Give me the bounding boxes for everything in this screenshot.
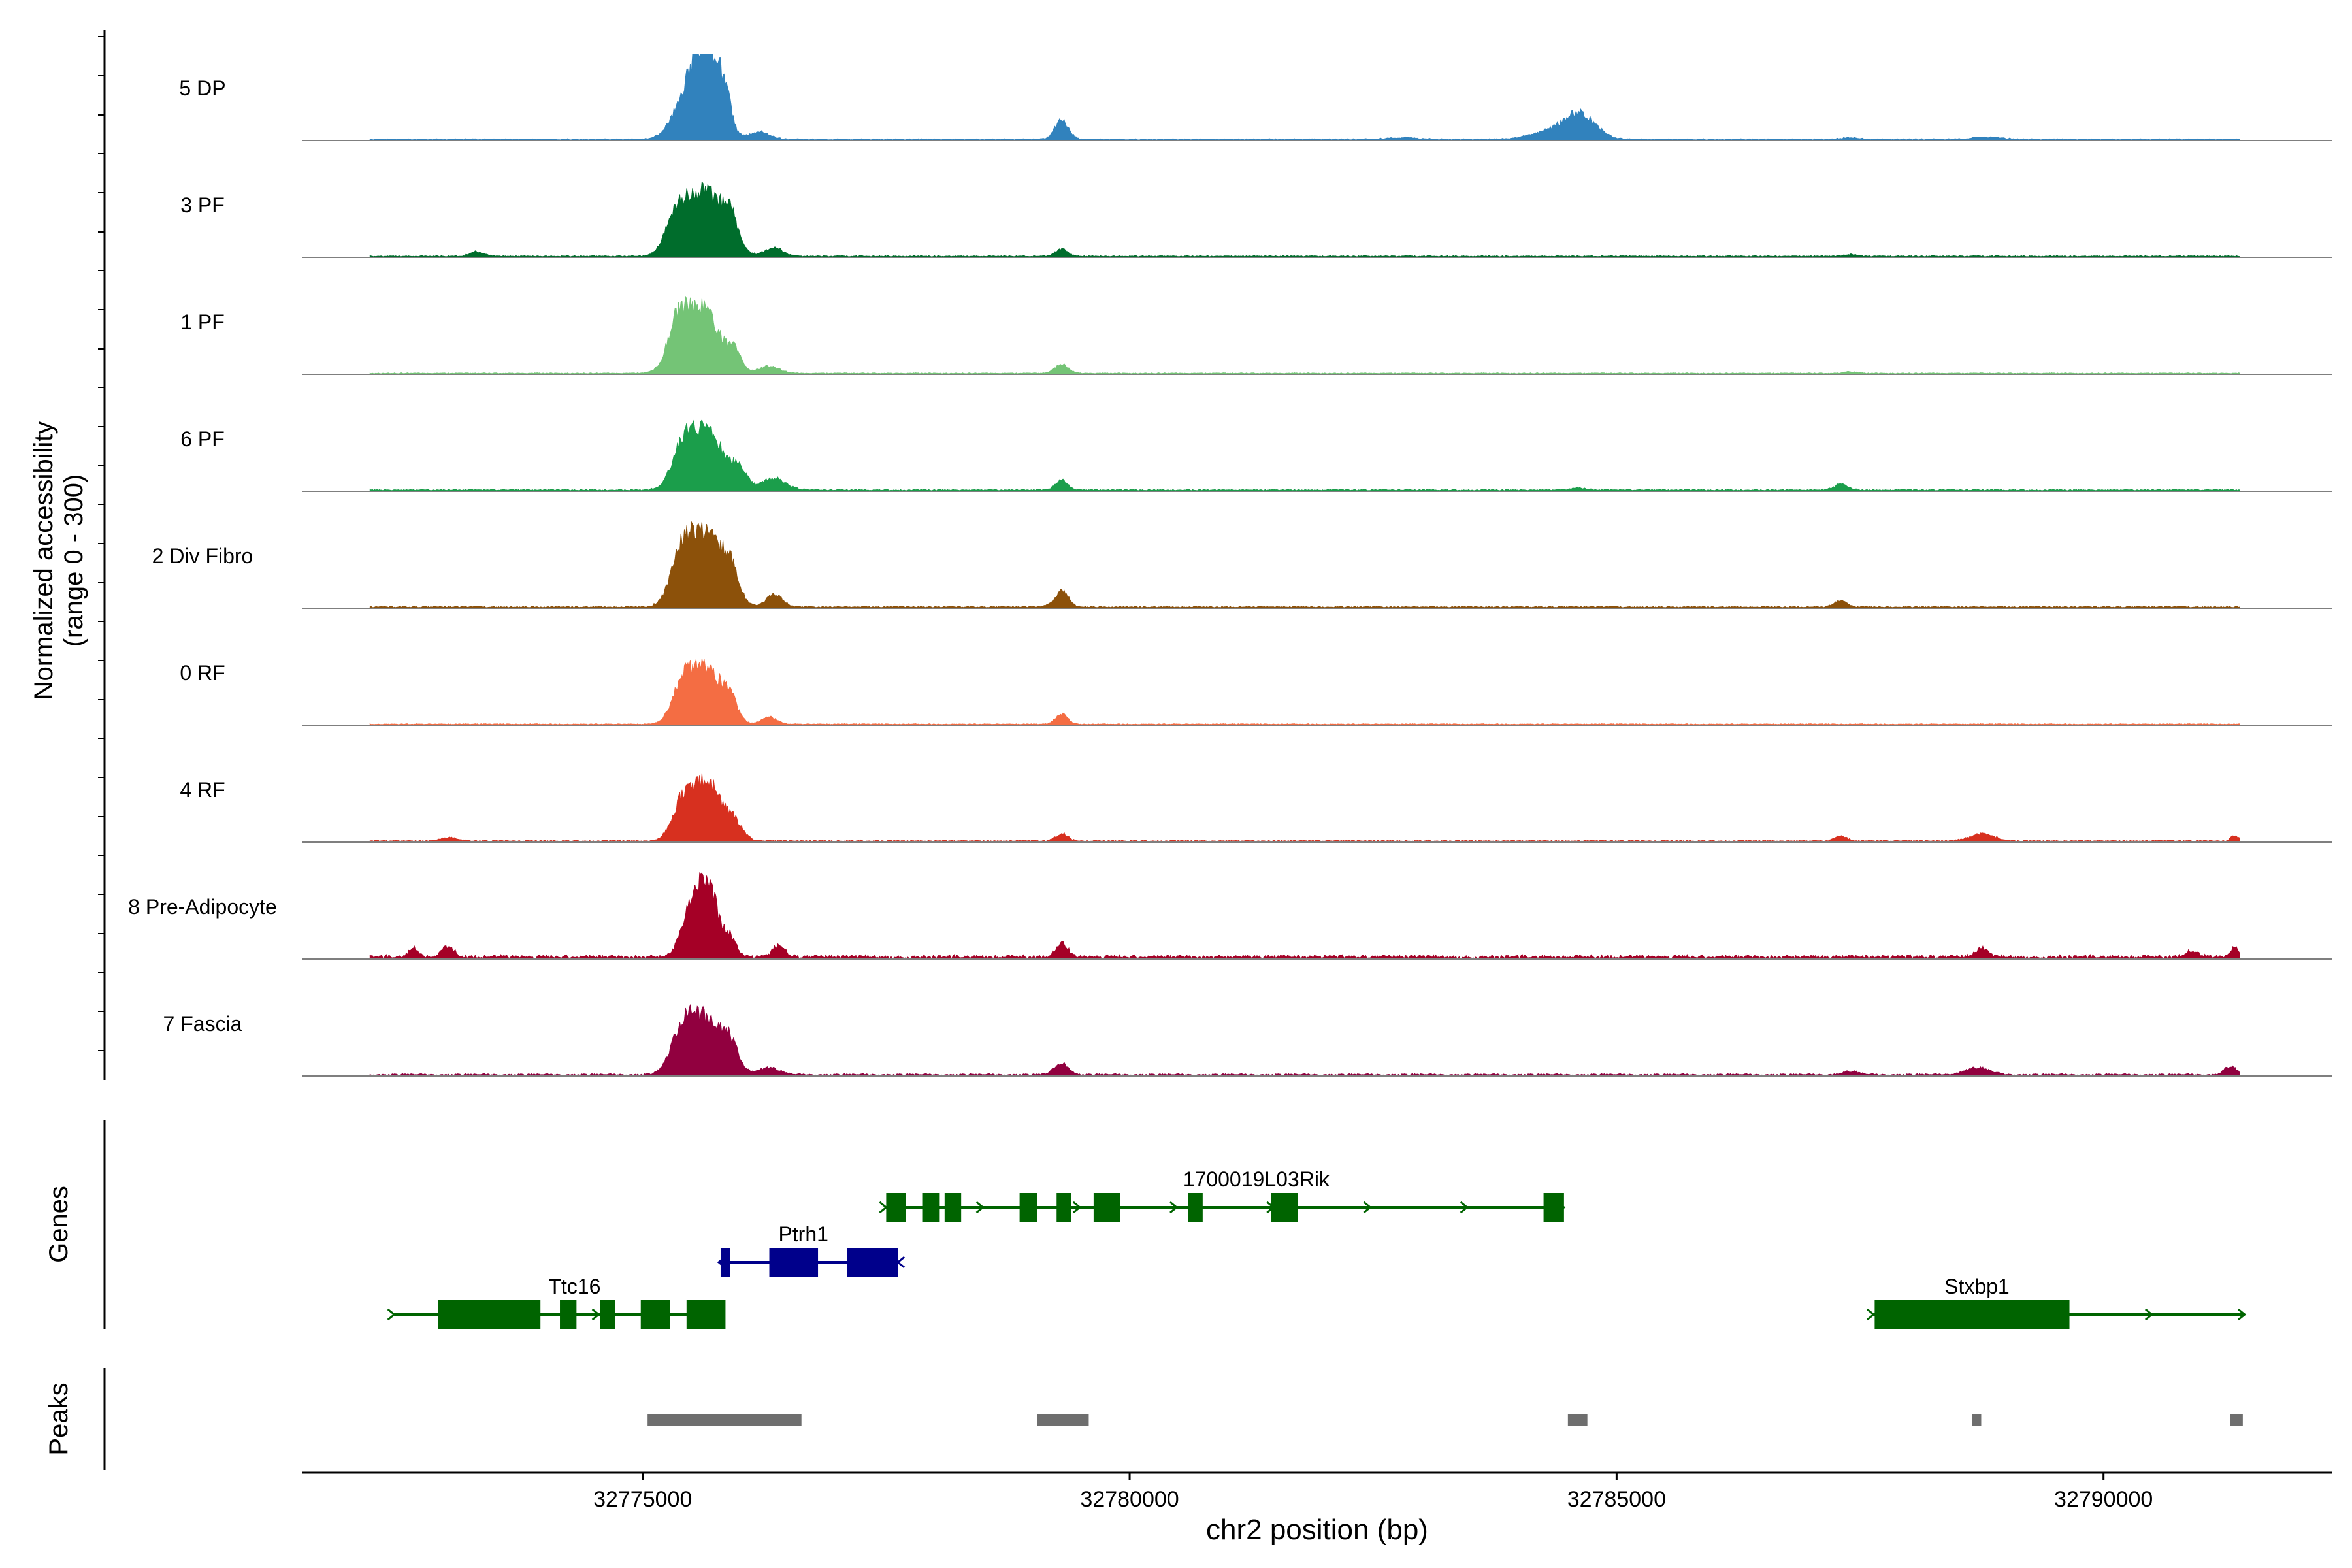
y-axis-title-line2: (range 0 - 300) [59, 474, 88, 647]
track-label-5: 0 RF [180, 661, 225, 685]
track-area-6 [369, 773, 2240, 842]
gene-exon-0-1 [922, 1193, 940, 1222]
gene-exon-0-5 [1093, 1193, 1120, 1222]
gene-exon-2-2 [600, 1300, 615, 1329]
gene-exon-0-2 [944, 1193, 962, 1222]
gene-arrow [2237, 1308, 2247, 1321]
x-tick-label-2: 32785000 [1567, 1487, 1666, 1512]
gene-arrow [591, 1308, 601, 1321]
gene-exon-1-1 [769, 1248, 819, 1277]
gene-arrow [1866, 1308, 1876, 1321]
gene-exon-0-6 [1188, 1193, 1203, 1222]
gene-0: 1700019L03Rik [879, 1168, 1566, 1222]
gene-exon-2-4 [686, 1300, 726, 1329]
tracks-y-ticks [98, 36, 105, 1051]
track-area-5 [369, 659, 2240, 725]
gene-1: Ptrh1 [717, 1222, 906, 1277]
track-label-3: 6 PF [180, 427, 225, 451]
genes-panel-label: Genes [44, 1186, 73, 1263]
track-label-2: 1 PF [180, 310, 225, 334]
track-area-1 [369, 181, 2240, 257]
gene-exon-2-3 [640, 1300, 670, 1329]
peak-region-2 [1567, 1414, 1588, 1426]
peak-region-1 [1037, 1414, 1089, 1426]
gene-label-2: Ttc16 [548, 1275, 600, 1298]
gene-exon-0-4 [1056, 1193, 1071, 1222]
track-label-7: 8 Pre-Adipocyte [128, 895, 277, 919]
gene-exon-3-0 [1874, 1300, 2070, 1329]
gene-exon-1-0 [720, 1248, 730, 1277]
track-3: 6 PF [180, 419, 2332, 492]
peaks-layer [647, 1414, 2243, 1426]
track-area-8 [369, 1004, 2240, 1076]
track-label-6: 4 RF [180, 778, 225, 802]
track-6: 4 RF [180, 773, 2332, 843]
track-label-0: 5 DP [179, 76, 225, 100]
gene-2: Ttc16 [387, 1275, 726, 1329]
gene-exon-0-8 [1543, 1193, 1564, 1222]
y-axis-title-line1: Normalized accessibility [29, 421, 58, 700]
gene-arrow [1169, 1201, 1179, 1214]
gene-label-1: Ptrh1 [778, 1222, 828, 1246]
peak-region-0 [647, 1414, 802, 1426]
track-5: 0 RF [180, 659, 2332, 726]
tracks-layer: 5 DP 3 PF 1 PF 6 PF 2 Div Fibro 0 RF 4 RF 8 Pre… [128, 54, 2332, 1077]
gene-exon-0-7 [1271, 1193, 1298, 1222]
track-label-1: 3 PF [180, 193, 225, 217]
track-area-2 [369, 296, 2240, 374]
track-7: 8 Pre-Adipocyte [128, 872, 2332, 960]
gene-exon-1-2 [847, 1248, 898, 1277]
gene-exon-2-0 [438, 1300, 541, 1329]
gene-arrow [975, 1201, 985, 1214]
track-area-4 [369, 521, 2240, 608]
x-axis-title: chr2 position (bp) [1206, 1514, 1428, 1546]
track-area-0 [369, 54, 2240, 140]
gene-exon-2-1 [560, 1300, 577, 1329]
peak-region-3 [1972, 1414, 1982, 1426]
gene-arrow [387, 1308, 397, 1321]
track-area-7 [369, 872, 2240, 960]
peaks-panel-label: Peaks [44, 1382, 73, 1455]
x-tick-label-0: 32775000 [593, 1487, 692, 1512]
x-tick-label-3: 32790000 [2054, 1487, 2153, 1512]
gene-3: Stxbp1 [1866, 1275, 2247, 1329]
y-axis-title: Normalized accessibility (range 0 - 300) [29, 421, 88, 700]
track-0: 5 DP [179, 54, 2332, 141]
gene-arrow [1072, 1201, 1082, 1214]
genes-layer: 1700019L03Rik Ptrh1 Ttc16 Stxbp1 [387, 1168, 2247, 1329]
track-8: 7 Fascia [163, 1004, 2332, 1077]
track-label-8: 7 Fascia [163, 1012, 242, 1036]
gene-arrow [896, 1256, 906, 1269]
track-4: 2 Div Fibro [152, 521, 2332, 609]
track-area-3 [369, 419, 2240, 491]
gene-arrow [1460, 1201, 1469, 1214]
gene-arrow [879, 1201, 888, 1214]
peak-region-4 [2230, 1414, 2243, 1426]
x-tick-label-1: 32780000 [1080, 1487, 1179, 1512]
gene-arrow [1363, 1201, 1372, 1214]
gene-arrow [2144, 1308, 2154, 1321]
track-2: 1 PF [180, 296, 2332, 375]
gene-exon-0-3 [1019, 1193, 1037, 1222]
track-label-4: 2 Div Fibro [152, 544, 253, 568]
gene-label-3: Stxbp1 [1944, 1275, 2010, 1298]
gene-exon-0-0 [886, 1193, 906, 1222]
gene-label-0: 1700019L03Rik [1183, 1168, 1330, 1191]
x-axis-ticks: 32775000 32780000 32785000 32790000 [593, 1473, 2153, 1512]
track-1: 3 PF [180, 181, 2332, 258]
